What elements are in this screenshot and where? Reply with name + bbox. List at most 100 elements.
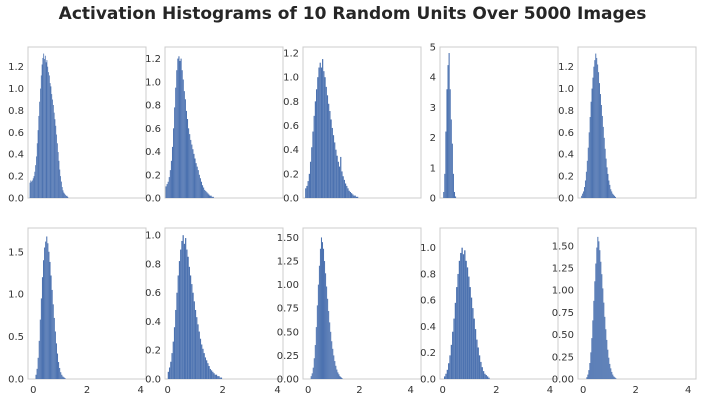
histogram-bar (315, 327, 317, 379)
histogram-bar (215, 374, 218, 379)
y-tick-label: 1.2 (558, 62, 574, 73)
histogram-bar (592, 77, 594, 198)
histogram-bar (206, 360, 208, 379)
histogram-bar (344, 183, 347, 198)
histogram-bar (51, 289, 53, 379)
histogram-bar (39, 319, 41, 379)
histogram-bar (310, 376, 312, 379)
y-tick-label: 0.2 (145, 346, 161, 357)
histogram-bar (181, 240, 183, 379)
histogram-bar (207, 193, 209, 198)
histogram-bar (321, 242, 324, 379)
histogram-bar (448, 53, 450, 198)
y-tick-label: 0.6 (283, 121, 299, 132)
histogram-bar (607, 173, 609, 198)
histogram-bar (45, 62, 47, 198)
histogram-bar (608, 180, 610, 198)
histogram-bar (53, 317, 55, 379)
histogram-bar (30, 180, 32, 198)
histogram-bar (35, 374, 37, 379)
histogram-bar (204, 357, 207, 379)
y-tick-label: 1.25 (277, 257, 299, 268)
histogram-bar (614, 195, 616, 198)
histogram-bar (584, 187, 585, 198)
histogram-bar (322, 59, 324, 198)
y-tick-label: 0.75 (552, 308, 574, 319)
histogram-bar (338, 374, 340, 379)
y-tick-label: 1.0 (558, 84, 574, 95)
y-tick-label: 0.0 (145, 375, 161, 386)
histogram-bar (198, 174, 200, 198)
histogram-bar (597, 236, 599, 379)
histogram-bar (308, 173, 310, 198)
histogram-bar (194, 158, 196, 198)
histogram-bar (585, 171, 587, 198)
subplot-8: 0.00 0.25 0.50 0.75 1.00 1.25 1.50 0 2 4 (277, 227, 422, 396)
y-tick-label: 0.4 (420, 322, 436, 333)
histogram-bar (197, 324, 199, 379)
histogram-bar (34, 171, 36, 198)
histogram-bar (462, 254, 465, 379)
histogram-bar (52, 99, 53, 198)
histogram-bar (196, 317, 198, 379)
histogram-bar (192, 292, 194, 379)
histogram-bar (194, 309, 197, 379)
y-tick-label: 0.4 (145, 317, 161, 328)
histogram-bar (170, 361, 172, 379)
histogram-bar (59, 367, 61, 379)
x-tick-label: 0 (165, 385, 171, 396)
histogram-bar (210, 195, 212, 198)
histogram-bar (207, 363, 209, 379)
histogram-bar (603, 302, 605, 379)
histogram-bar (46, 60, 48, 199)
y-tick-label: 0.2 (558, 172, 574, 183)
histogram-bar (54, 119, 56, 198)
y-tick-label: 0.5 (8, 332, 24, 343)
y-tick-label: 1.00 (552, 286, 574, 297)
histogram-bar (60, 181, 62, 198)
histogram-bar (173, 128, 175, 198)
histogram-bar (598, 72, 600, 198)
histogram-bar (474, 329, 477, 379)
histogram-bar (179, 60, 181, 198)
histogram-bar (65, 194, 66, 198)
y-tick-label: 0.4 (145, 147, 161, 158)
histogram-bar (583, 191, 585, 198)
histogram-bar (606, 167, 608, 198)
histogram-bar (336, 155, 338, 198)
histogram-bar (329, 111, 331, 198)
histogram-bar (472, 308, 474, 379)
histogram-bar (48, 75, 50, 198)
histogram-bar (607, 349, 609, 379)
histogram-bar (327, 298, 329, 379)
y-tick-label: 1.0 (8, 84, 24, 95)
histogram-bar (447, 65, 449, 199)
y-tick-label: 1.2 (145, 54, 161, 65)
histogram-bar (172, 341, 174, 379)
histogram-bar (175, 309, 177, 379)
y-tick-label: 0.2 (8, 172, 24, 183)
histogram-bar (452, 331, 454, 379)
y-tick-label: 1.0 (283, 73, 299, 84)
histogram-bar (341, 171, 343, 198)
histogram-bar (593, 66, 595, 199)
histogram-bar (608, 357, 610, 379)
histogram-bar (51, 94, 53, 198)
histogram-bar (62, 376, 64, 379)
histogram-bar (582, 193, 584, 198)
histogram-bar (35, 165, 37, 198)
histogram-bar (56, 353, 59, 379)
histogram-bar (597, 64, 599, 198)
histogram-bar (318, 265, 320, 379)
histogram-bar (584, 180, 586, 198)
histogram-bar (454, 302, 457, 379)
y-tick-label: 0.0 (145, 194, 161, 205)
histogram-bar (339, 376, 341, 379)
histogram-bar (590, 101, 592, 198)
histogram-bar (468, 276, 470, 379)
histogram-bar (191, 144, 193, 198)
histogram-bar (55, 343, 57, 379)
histogram-bar (325, 273, 327, 379)
histogram-bar (173, 327, 176, 379)
y-tick-label: 0.4 (558, 150, 574, 161)
